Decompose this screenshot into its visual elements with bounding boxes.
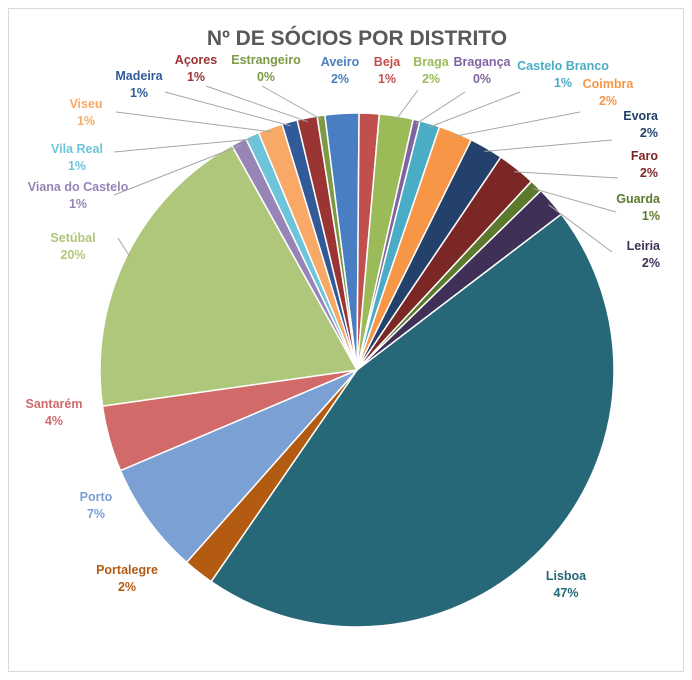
leader-line-viseu <box>115 111 272 133</box>
label-percent: 2% <box>599 94 617 108</box>
data-label-beja: Beja 1% <box>374 55 401 86</box>
slice-porto <box>119 369 358 564</box>
label-name: Porto <box>80 490 113 504</box>
data-label-portalegre: Portalegre 2% <box>96 563 158 594</box>
label-name: Castelo Branco <box>517 59 609 73</box>
label-name: Leiria <box>627 239 661 253</box>
leader-line-madeira <box>164 91 291 127</box>
data-label-madeira: Madeira 1% <box>115 69 163 100</box>
data-label-santarem: Santarém 4% <box>26 397 83 428</box>
label-percent: 1% <box>69 197 87 211</box>
leader-line-coimbra <box>454 111 581 137</box>
label-percent: 20% <box>60 248 85 262</box>
leader-line-estrangeiro <box>261 85 322 120</box>
leader-line-braga <box>395 89 419 121</box>
data-label-evora: Evora 2% <box>623 109 659 140</box>
label-percent: 2% <box>640 126 658 140</box>
label-percent: 7% <box>87 507 105 521</box>
data-label-braganca: Bragança 0% <box>454 55 512 86</box>
leader-line-faro <box>514 171 619 179</box>
data-label-leiria: Leiria 2% <box>627 239 661 270</box>
label-name: Bragança <box>454 55 512 69</box>
data-label-vila-real: Vila Real 1% <box>51 142 103 173</box>
data-label-guarda: Guarda 1% <box>616 192 661 223</box>
label-percent: 0% <box>473 72 491 86</box>
label-name: Viseu <box>69 97 102 111</box>
label-percent: 2% <box>331 72 349 86</box>
data-label-aveiro: Aveiro 2% <box>321 55 360 86</box>
label-name: Faro <box>631 149 658 163</box>
leader-lines <box>113 85 619 258</box>
leader-line-castelo-branco <box>428 91 521 128</box>
leader-line-guarda <box>533 188 617 213</box>
chart-title: Nº DE SÓCIOS POR DISTRITO <box>207 26 507 50</box>
leader-line-acores <box>205 85 308 123</box>
label-name: Braga <box>413 55 449 69</box>
label-percent: 4% <box>45 414 63 428</box>
slice-setubal <box>99 144 359 407</box>
label-percent: 1% <box>130 86 148 100</box>
leader-line-evora <box>484 139 613 152</box>
slice-estrangeiro <box>316 114 358 371</box>
label-name: Santarém <box>26 397 83 411</box>
label-percent: 1% <box>68 159 86 173</box>
label-name: Setúbal <box>50 231 95 245</box>
label-name: Açores <box>175 53 217 67</box>
label-name: Viana do Castelo <box>28 180 129 194</box>
label-name: Portalegre <box>96 563 158 577</box>
label-percent: 1% <box>554 76 572 90</box>
label-name: Madeira <box>115 69 163 83</box>
data-label-estrangeiro: Estrangeiro 0% <box>231 53 301 84</box>
data-label-viseu: Viseu 1% <box>69 97 102 128</box>
label-name: Estrangeiro <box>231 53 301 67</box>
label-name: Vila Real <box>51 142 103 156</box>
label-name: Evora <box>623 109 659 123</box>
data-label-lisboa: Lisboa 47% <box>546 569 587 600</box>
label-percent: 1% <box>187 70 205 84</box>
pie-slices <box>99 112 615 628</box>
label-percent: 2% <box>640 166 658 180</box>
label-percent: 0% <box>257 70 275 84</box>
leader-line-setubal <box>117 237 131 258</box>
leader-line-braganca <box>415 91 466 125</box>
leader-line-vila-real <box>113 138 254 153</box>
label-percent: 47% <box>553 586 578 600</box>
label-name: Beja <box>374 55 401 69</box>
data-label-braga: Braga 2% <box>413 55 449 86</box>
data-label-castelo-branco: Castelo Branco 1% <box>517 59 609 90</box>
label-name: Guarda <box>616 192 661 206</box>
label-percent: 2% <box>118 580 136 594</box>
label-name: Aveiro <box>321 55 360 69</box>
data-labels: Aveiro 2% Beja 1% Braga 2% Bragança 0% Castelo B… <box>26 53 662 600</box>
leader-line-viana-do-castelo <box>113 144 241 196</box>
data-label-porto: Porto 7% <box>80 490 113 521</box>
data-label-faro: Faro 2% <box>631 149 658 180</box>
data-label-setubal: Setúbal 20% <box>50 231 95 262</box>
data-label-coimbra: Coimbra 2% <box>583 77 635 108</box>
label-name: Lisboa <box>546 569 587 583</box>
label-percent: 1% <box>378 72 396 86</box>
label-percent: 2% <box>422 72 440 86</box>
label-percent: 2% <box>642 256 660 270</box>
data-label-acores: Açores 1% <box>175 53 217 84</box>
data-label-viana-do-castelo: Viana do Castelo 1% <box>28 180 129 211</box>
slice-lisboa <box>210 213 615 628</box>
leader-line-leiria <box>548 204 613 253</box>
label-percent: 1% <box>642 209 660 223</box>
label-name: Coimbra <box>583 77 635 91</box>
label-percent: 1% <box>77 114 95 128</box>
